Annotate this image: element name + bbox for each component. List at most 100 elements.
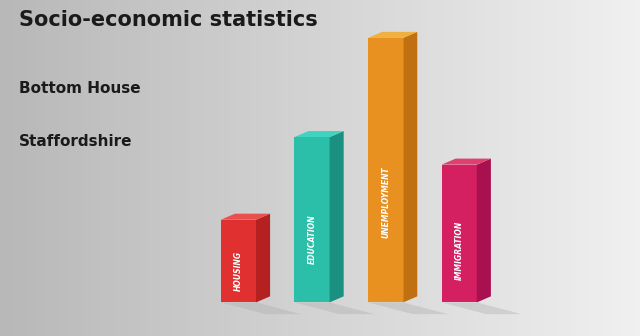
Bar [614,0,621,336]
Polygon shape [442,159,491,165]
Bar [589,0,595,336]
Bar [518,0,525,336]
Bar [602,0,608,336]
Bar [70,0,77,336]
Bar [403,0,410,336]
Bar [262,0,269,336]
Polygon shape [368,32,417,38]
Bar [429,0,435,336]
Polygon shape [221,302,301,314]
Bar [243,0,250,336]
Bar [134,0,141,336]
Bar [512,0,518,336]
Text: Bottom House: Bottom House [19,81,141,96]
Bar [192,0,198,336]
Bar [346,0,352,336]
Bar [358,0,365,336]
Text: EDUCATION: EDUCATION [307,215,317,264]
Bar [634,0,640,336]
Bar [339,0,346,336]
Polygon shape [294,137,330,302]
Bar [326,0,333,336]
Polygon shape [442,165,477,302]
Bar [576,0,582,336]
Bar [454,0,461,336]
Text: HOUSING: HOUSING [234,251,243,291]
Bar [506,0,512,336]
Bar [294,0,301,336]
Bar [230,0,237,336]
Bar [173,0,179,336]
Bar [288,0,294,336]
Bar [122,0,128,336]
Bar [365,0,371,336]
Bar [442,0,448,336]
Text: Socio-economic statistics: Socio-economic statistics [19,10,318,30]
Bar [160,0,166,336]
Bar [64,0,70,336]
Bar [314,0,320,336]
Bar [186,0,192,336]
Bar [26,0,32,336]
Bar [390,0,397,336]
Bar [256,0,262,336]
Bar [38,0,45,336]
Polygon shape [221,220,256,302]
Polygon shape [221,214,270,220]
Polygon shape [477,159,491,302]
Polygon shape [330,131,344,302]
Bar [147,0,154,336]
Bar [320,0,326,336]
Bar [115,0,122,336]
Bar [166,0,173,336]
Bar [531,0,538,336]
Bar [205,0,211,336]
Bar [179,0,186,336]
Polygon shape [294,302,374,314]
Bar [211,0,218,336]
Bar [384,0,390,336]
Bar [13,0,19,336]
Bar [51,0,58,336]
Bar [378,0,384,336]
Bar [627,0,634,336]
Bar [250,0,256,336]
Bar [275,0,282,336]
Bar [90,0,96,336]
Bar [570,0,576,336]
Bar [333,0,339,336]
Polygon shape [368,38,403,302]
Bar [480,0,486,336]
Bar [486,0,493,336]
Bar [525,0,531,336]
Bar [608,0,614,336]
Bar [83,0,90,336]
Bar [493,0,499,336]
Bar [467,0,474,336]
Bar [0,0,6,336]
Bar [109,0,115,336]
Bar [410,0,416,336]
Bar [448,0,454,336]
Bar [557,0,563,336]
Bar [621,0,627,336]
Bar [19,0,26,336]
Bar [218,0,224,336]
Bar [224,0,230,336]
Bar [58,0,64,336]
Bar [141,0,147,336]
Bar [474,0,480,336]
Text: IMMIGRATION: IMMIGRATION [454,220,464,280]
Bar [595,0,602,336]
Polygon shape [256,214,270,302]
Bar [563,0,570,336]
Bar [397,0,403,336]
Bar [269,0,275,336]
Polygon shape [368,302,448,314]
Bar [237,0,243,336]
Bar [6,0,13,336]
Bar [371,0,378,336]
Text: UNEMPLOYMENT: UNEMPLOYMENT [381,166,390,238]
Bar [282,0,288,336]
Bar [32,0,38,336]
